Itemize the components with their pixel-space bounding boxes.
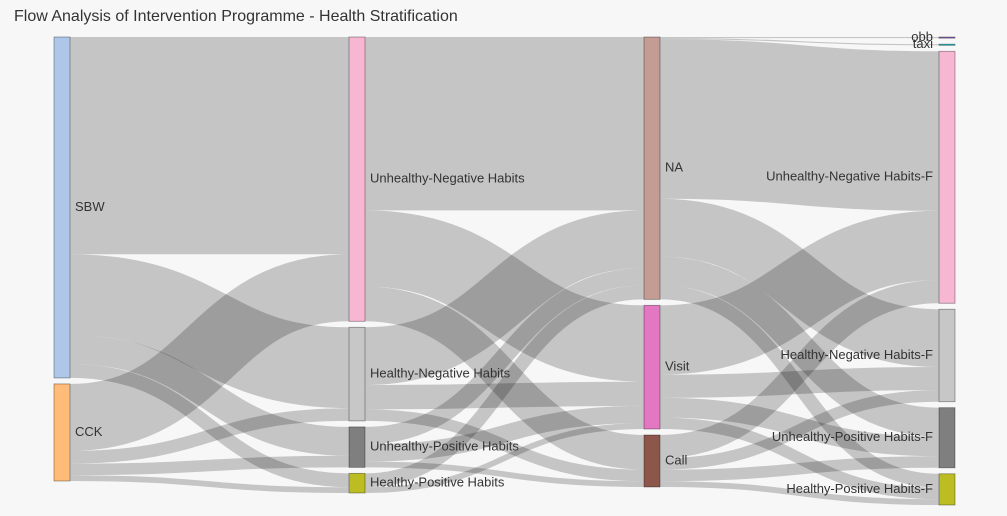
flow-link [659,481,940,506]
flow-link [659,39,940,211]
flow-link [364,210,645,382]
flow-link [364,409,645,482]
node-label: Call [665,452,688,467]
node-label: Unhealthy-Negative Habits [370,171,525,186]
node [938,43,956,46]
node-label: Healthy-Positive Habits-F [786,481,933,496]
flow-link [659,280,940,459]
chart-title: Flow Analysis of Intervention Programme … [14,8,458,25]
node [643,304,661,430]
node-label: Unhealthy-Negative Habits-F [766,169,933,184]
flow-link [659,210,940,375]
flow-link [69,335,350,456]
node [643,36,661,300]
node-label: CCK [75,424,103,439]
node [348,426,366,468]
flow-link [69,408,350,464]
node [938,473,956,506]
flow-link [659,285,940,488]
node [53,36,71,379]
node [348,472,366,494]
flow-link [659,390,940,470]
node-label: Visit [665,359,690,374]
node [938,50,956,304]
node [348,326,366,422]
node [53,383,71,482]
flow-link [659,397,940,457]
node-label: taxi [913,36,933,51]
node [348,36,366,322]
flow-link [364,210,645,386]
node-label: Healthy-Positive Habits [370,475,505,490]
flow-link [659,367,940,398]
flow-link [659,198,940,368]
node-label: Unhealthy-Positive Habits [370,439,519,454]
node [938,308,956,403]
flow-link [364,423,645,494]
node-label: NA [665,160,683,175]
flow-link [659,417,940,500]
flow-link [364,381,645,410]
flow-link [364,285,645,488]
node [643,434,661,488]
flow-link [364,405,645,462]
flow-link [659,456,940,482]
node [938,36,956,39]
node-label: SBW [75,199,105,214]
node-label: Healthy-Negative Habits [370,366,511,381]
node-label: Unhealthy-Positive Habits-F [772,429,933,444]
node-label: Healthy-Negative Habits-F [781,347,934,362]
flow-link [364,286,645,470]
flow-link [69,455,350,476]
flow-link [69,475,350,494]
node-label: obb [911,29,933,44]
flow-link [68,254,351,451]
flow-link [659,256,940,437]
flow-link [69,254,350,409]
flow-link [659,38,940,46]
flow-link [364,461,645,488]
flow-link [364,268,645,445]
node [938,407,956,469]
flow-link [69,364,350,488]
